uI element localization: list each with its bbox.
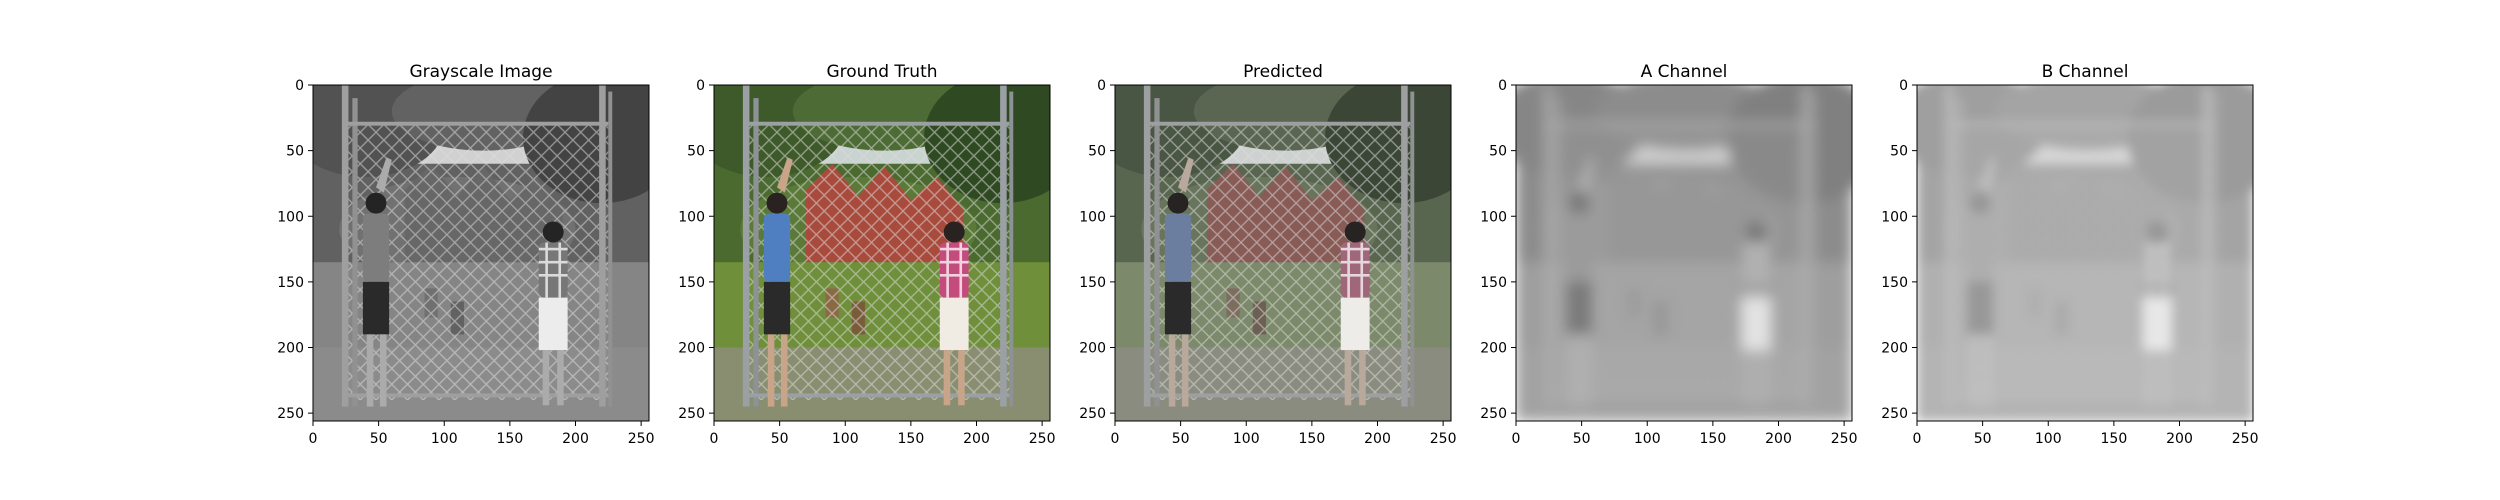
y-tick-label: 100 xyxy=(1079,209,1106,225)
x-tick-label: 200 xyxy=(562,431,589,447)
panel-image xyxy=(714,85,1050,421)
x-tick-label: 150 xyxy=(1700,431,1727,447)
y-tick-label: 200 xyxy=(1881,341,1908,357)
x-tick-label: 250 xyxy=(1029,431,1056,447)
y-tick-label: 150 xyxy=(678,275,705,291)
panel-title: A Channel xyxy=(1641,62,1728,82)
x-tick-label: 250 xyxy=(628,431,655,447)
x-tick-label: 150 xyxy=(2101,431,2128,447)
y-tick-label: 50 xyxy=(687,144,705,160)
y-tick-label: 250 xyxy=(1881,406,1908,422)
y-tick-label: 0 xyxy=(295,78,304,94)
y-tick-label: 200 xyxy=(1480,341,1507,357)
x-tick-label: 100 xyxy=(431,431,458,447)
y-tick-label: 0 xyxy=(696,78,705,94)
y-tick-label: 250 xyxy=(1079,406,1106,422)
x-tick-label: 250 xyxy=(2232,431,2259,447)
panel-grayscale: Grayscale Image 0 50 100 150 200 250 0 50 100 150 2… xyxy=(277,62,655,447)
y-tick-label: 200 xyxy=(277,341,304,357)
y-tick-label: 50 xyxy=(1088,144,1106,160)
x-tick-label: 200 xyxy=(963,431,990,447)
y-tick-label: 50 xyxy=(1890,144,1908,160)
panel-a-channel: A Channel 0 50 100 150 200 250 0 50 100 150 200 250 xyxy=(1480,62,1858,447)
panel-image xyxy=(1917,85,2253,421)
y-tick-label: 150 xyxy=(1881,275,1908,291)
x-tick-label: 50 xyxy=(771,431,789,447)
x-tick-label: 0 xyxy=(1913,431,1922,447)
axes-frame xyxy=(713,84,1051,422)
x-tick-label: 50 xyxy=(1172,431,1190,447)
y-tick-label: 0 xyxy=(1097,78,1106,94)
panel-b-channel: B Channel 0 50 100 150 200 250 0 50 100 150 200 250 xyxy=(1881,62,2259,447)
panel-color: Ground Truth 0 50 100 150 200 250 0 50 100 150 200 2… xyxy=(678,62,1056,447)
y-tick-label: 200 xyxy=(678,341,705,357)
panel-title: Predicted xyxy=(1243,62,1323,82)
axes-frame xyxy=(1114,84,1452,422)
x-tick-label: 150 xyxy=(1299,431,1326,447)
x-tick-label: 0 xyxy=(710,431,719,447)
y-tick-label: 250 xyxy=(1480,406,1507,422)
panel-title: Grayscale Image xyxy=(409,62,552,82)
x-tick-label: 200 xyxy=(1765,431,1792,447)
x-tick-label: 0 xyxy=(309,431,318,447)
panel-image xyxy=(1516,85,1852,421)
y-tick-label: 200 xyxy=(1079,341,1106,357)
panel-image xyxy=(313,85,649,421)
y-tick-label: 150 xyxy=(1079,275,1106,291)
y-tick-label: 100 xyxy=(1881,209,1908,225)
y-tick-label: 250 xyxy=(277,406,304,422)
x-tick-label: 200 xyxy=(2166,431,2193,447)
panel-title: Ground Truth xyxy=(826,62,937,82)
y-tick-label: 150 xyxy=(277,275,304,291)
panel-predicted: Predicted 0 50 100 150 200 250 0 50 100 150 200 250 xyxy=(1079,62,1457,447)
x-tick-label: 50 xyxy=(370,431,388,447)
x-tick-label: 150 xyxy=(898,431,925,447)
y-tick-label: 250 xyxy=(678,406,705,422)
axes-frame xyxy=(1916,84,2254,422)
y-tick-label: 100 xyxy=(678,209,705,225)
x-tick-label: 250 xyxy=(1831,431,1858,447)
axes-frame xyxy=(312,84,650,422)
x-tick-label: 50 xyxy=(1573,431,1591,447)
y-tick-label: 100 xyxy=(277,209,304,225)
x-tick-label: 100 xyxy=(832,431,859,447)
x-tick-label: 100 xyxy=(1233,431,1260,447)
x-tick-label: 150 xyxy=(497,431,524,447)
x-tick-label: 0 xyxy=(1111,431,1120,447)
x-tick-label: 100 xyxy=(1634,431,1661,447)
x-tick-label: 100 xyxy=(2035,431,2062,447)
y-tick-label: 100 xyxy=(1480,209,1507,225)
y-tick-label: 0 xyxy=(1899,78,1908,94)
x-tick-label: 200 xyxy=(1364,431,1391,447)
panel-title: B Channel xyxy=(2042,62,2129,82)
y-tick-label: 50 xyxy=(1489,144,1507,160)
x-tick-label: 250 xyxy=(1430,431,1457,447)
y-tick-label: 150 xyxy=(1480,275,1507,291)
axes-frame xyxy=(1515,84,1853,422)
y-tick-label: 50 xyxy=(286,144,304,160)
x-tick-label: 50 xyxy=(1974,431,1992,447)
x-tick-label: 0 xyxy=(1512,431,1521,447)
panel-image xyxy=(1115,85,1451,421)
y-tick-label: 0 xyxy=(1498,78,1507,94)
